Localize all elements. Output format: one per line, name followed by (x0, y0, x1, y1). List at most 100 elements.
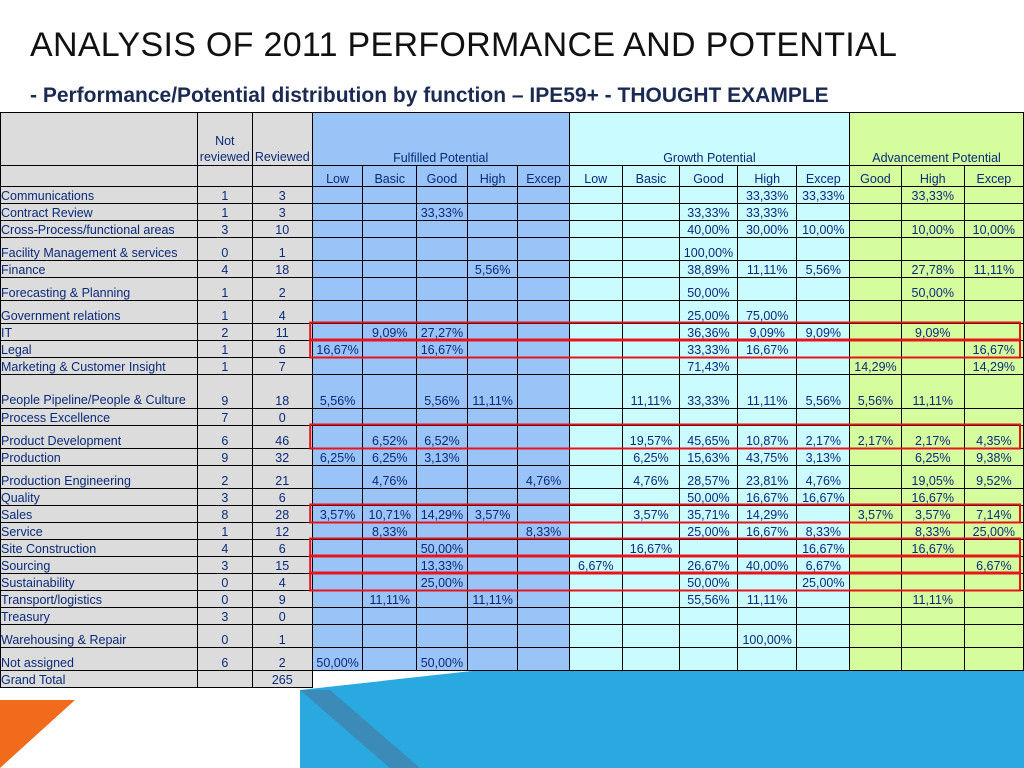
percentage-cell: 15,63% (679, 448, 738, 466)
header-blank-cell (251, 165, 313, 187)
percentage-cell (568, 186, 623, 204)
percentage-cell: 33,33% (796, 186, 851, 204)
orange-corner-shape (0, 700, 75, 768)
percentage-cell: 5,56% (849, 374, 902, 409)
table-row: Process Excellence 7 0 (0, 408, 1024, 426)
percentage-cell (362, 357, 418, 375)
percentage-cell: 11,11% (621, 374, 681, 409)
percentage-cell: 3,57% (621, 505, 681, 523)
percentage-cell (416, 590, 468, 608)
percentage-cell (311, 220, 364, 238)
percentage-cell: 33,33% (679, 203, 738, 221)
percentage-cell (900, 556, 965, 574)
percentage-cell (621, 573, 681, 591)
percentage-cell (796, 408, 851, 426)
percentage-cell (311, 539, 364, 557)
page-subtitle: - Performance/Potential distribution by … (30, 84, 829, 107)
percentage-cell: 50,00% (679, 277, 738, 301)
percentage-cell (736, 408, 798, 426)
table-row: Transport/logistics 0 9 11,11% 11,11% 55,56% 1… (0, 590, 1024, 608)
percentage-cell (568, 505, 623, 523)
percentage-cell: 9,09% (900, 323, 965, 341)
percentage-cell (568, 323, 623, 341)
dark-blue-stripe-shape (300, 690, 420, 768)
percentage-cell (466, 323, 519, 341)
percentage-cell (362, 374, 418, 409)
percentage-cell (311, 573, 364, 591)
function-name-cell: Communications (0, 186, 198, 204)
percentage-cell (311, 357, 364, 375)
not-reviewed-cell: 4 (196, 260, 253, 278)
percentage-cell: 100,00% (679, 237, 738, 261)
percentage-cell (416, 488, 468, 506)
function-name-cell: Government relations (0, 300, 198, 324)
percentage-cell: 16,67% (900, 488, 965, 506)
not-reviewed-cell: 0 (196, 573, 253, 591)
percentage-cell (900, 340, 965, 358)
percentage-cell (736, 357, 798, 375)
percentage-cell: 43,75% (736, 448, 798, 466)
percentage-cell: 50,00% (679, 488, 738, 506)
percentage-cell (963, 590, 1024, 608)
percentage-cell (568, 465, 623, 489)
percentage-cell: 25,00% (796, 573, 851, 591)
function-name-cell: Production (0, 448, 198, 466)
reviewed-cell: 4 (251, 300, 313, 324)
percentage-cell: 3,57% (849, 505, 902, 523)
header-row-levels: Low Basic Good High Excep Low Basic Good High Exc… (0, 165, 1024, 187)
function-name-cell: Facility Management & services (0, 237, 198, 261)
percentage-cell: 5,56% (796, 260, 851, 278)
header-reviewed: Reviewed (251, 112, 313, 166)
percentage-cell (621, 607, 681, 625)
reviewed-cell: 12 (251, 522, 313, 540)
percentage-cell (568, 448, 623, 466)
percentage-cell: 2,17% (900, 425, 965, 449)
percentage-cell: 3,13% (796, 448, 851, 466)
percentage-cell (362, 573, 418, 591)
not-reviewed-cell: 3 (196, 556, 253, 574)
percentage-cell: 10,87% (736, 425, 798, 449)
percentage-cell (311, 465, 364, 489)
percentage-cell (466, 203, 519, 221)
percentage-cell (311, 260, 364, 278)
percentage-cell (416, 186, 468, 204)
percentage-cell: 4,76% (517, 465, 570, 489)
percentage-cell (517, 488, 570, 506)
percentage-cell (849, 465, 902, 489)
percentage-cell (517, 300, 570, 324)
percentage-cell: 4,76% (621, 465, 681, 489)
percentage-cell: 2,17% (849, 425, 902, 449)
percentage-cell: 16,67% (963, 340, 1024, 358)
percentage-cell (517, 357, 570, 375)
percentage-cell (621, 590, 681, 608)
percentage-cell: 30,00% (736, 220, 798, 238)
percentage-cell (466, 448, 519, 466)
table-row: People Pipeline/People & Culture 9 18 5,56%… (0, 374, 1024, 409)
function-name-cell: Production Engineering (0, 465, 198, 489)
percentage-cell: 11,11% (466, 590, 519, 608)
percentage-cell (849, 522, 902, 540)
percentage-cell: 40,00% (736, 556, 798, 574)
percentage-cell (517, 220, 570, 238)
percentage-cell: 14,29% (736, 505, 798, 523)
header-level-basic: Basic (621, 165, 681, 187)
function-name-cell: Sales (0, 505, 198, 523)
percentage-cell (621, 408, 681, 426)
percentage-cell (416, 624, 468, 648)
function-name-cell: Legal (0, 340, 198, 358)
performance-potential-table: Not reviewed Reviewed Fulfilled Potential G… (0, 112, 1024, 688)
percentage-cell (849, 260, 902, 278)
percentage-cell (568, 590, 623, 608)
percentage-cell (796, 357, 851, 375)
percentage-cell: 9,38% (963, 448, 1024, 466)
percentage-cell (963, 624, 1024, 648)
percentage-cell (416, 408, 468, 426)
percentage-cell (568, 425, 623, 449)
table-row: Cross-Process/functional areas 3 10 40,00% 3… (0, 220, 1024, 238)
percentage-cell (311, 522, 364, 540)
percentage-cell: 75,00% (736, 300, 798, 324)
percentage-cell: 45,65% (679, 425, 738, 449)
grand-total-label: Grand Total (0, 670, 198, 688)
function-name-cell: Process Excellence (0, 408, 198, 426)
table-row: Sales 8 28 3,57% 10,71% 14,29% 3,57% 3,57% 35,71… (0, 505, 1024, 523)
